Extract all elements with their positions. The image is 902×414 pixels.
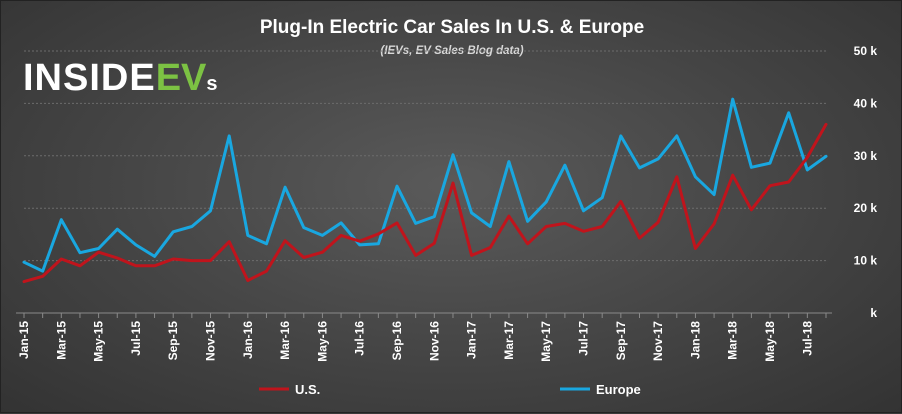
y-tick-label: 50 k [854,44,878,58]
gridlines [24,50,826,262]
x-tick-label: Mar-16 [278,321,292,360]
y-axis: k 10 k 20 k 30 k 40 k 50 k [854,44,878,320]
logo-text-s: s [206,73,217,95]
x-tick-label: Nov-17 [651,321,665,361]
x-tick-label: Jul-17 [577,321,591,356]
x-tick-label: May-17 [539,321,553,362]
svg-text:INSIDEEVs: INSIDEEVs [23,57,218,99]
x-tick-label: Jan-17 [465,321,479,359]
x-tick-label: Jul-18 [800,321,814,356]
x-tick-label: Sep-17 [614,321,628,361]
x-tick-label: Sep-16 [390,321,404,361]
y-tick-label: k [870,306,877,320]
x-tick-label: May-16 [315,321,329,362]
y-tick-label: 40 k [854,96,878,110]
x-tick-label: Jan-18 [688,321,702,359]
logo-text-inside: INSIDE [23,57,156,99]
x-axis: Jan-15 Mar-15 May-15 Jul-15 Sep-15 Nov-15 Jan-… [16,312,832,362]
series-line-europe [22,97,828,273]
inside-evs-logo: INSIDEEVs [23,57,218,99]
x-tick-label: Jul-16 [353,321,367,356]
x-tick-label: May-15 [92,321,106,362]
x-tick-label: Jan-16 [241,321,255,359]
x-tick-label: Jan-15 [17,321,31,359]
y-tick-label: 30 k [854,149,878,163]
x-tick-label: Sep-15 [166,321,180,361]
x-tick-label: Mar-18 [726,321,740,360]
series-line-us [22,122,828,284]
y-tick-label: 10 k [854,254,878,268]
chart-title: Plug-In Electric Car Sales In U.S. & Eur… [260,17,644,38]
legend-label-europe: Europe [596,382,641,397]
x-tick-label: Mar-15 [54,321,68,360]
series-lines [22,97,828,284]
x-tick-label: Nov-16 [427,321,441,361]
y-tick-label: 20 k [854,201,878,215]
legend: U.S. Europe [259,382,641,397]
x-tick-label: Nov-15 [204,321,218,361]
x-tick-label: Jul-15 [129,321,143,356]
logo-text-ev: EV [156,57,207,99]
x-tick-label: May-18 [763,321,777,362]
x-tick-label: Mar-17 [502,321,516,360]
legend-label-us: U.S. [295,382,320,397]
